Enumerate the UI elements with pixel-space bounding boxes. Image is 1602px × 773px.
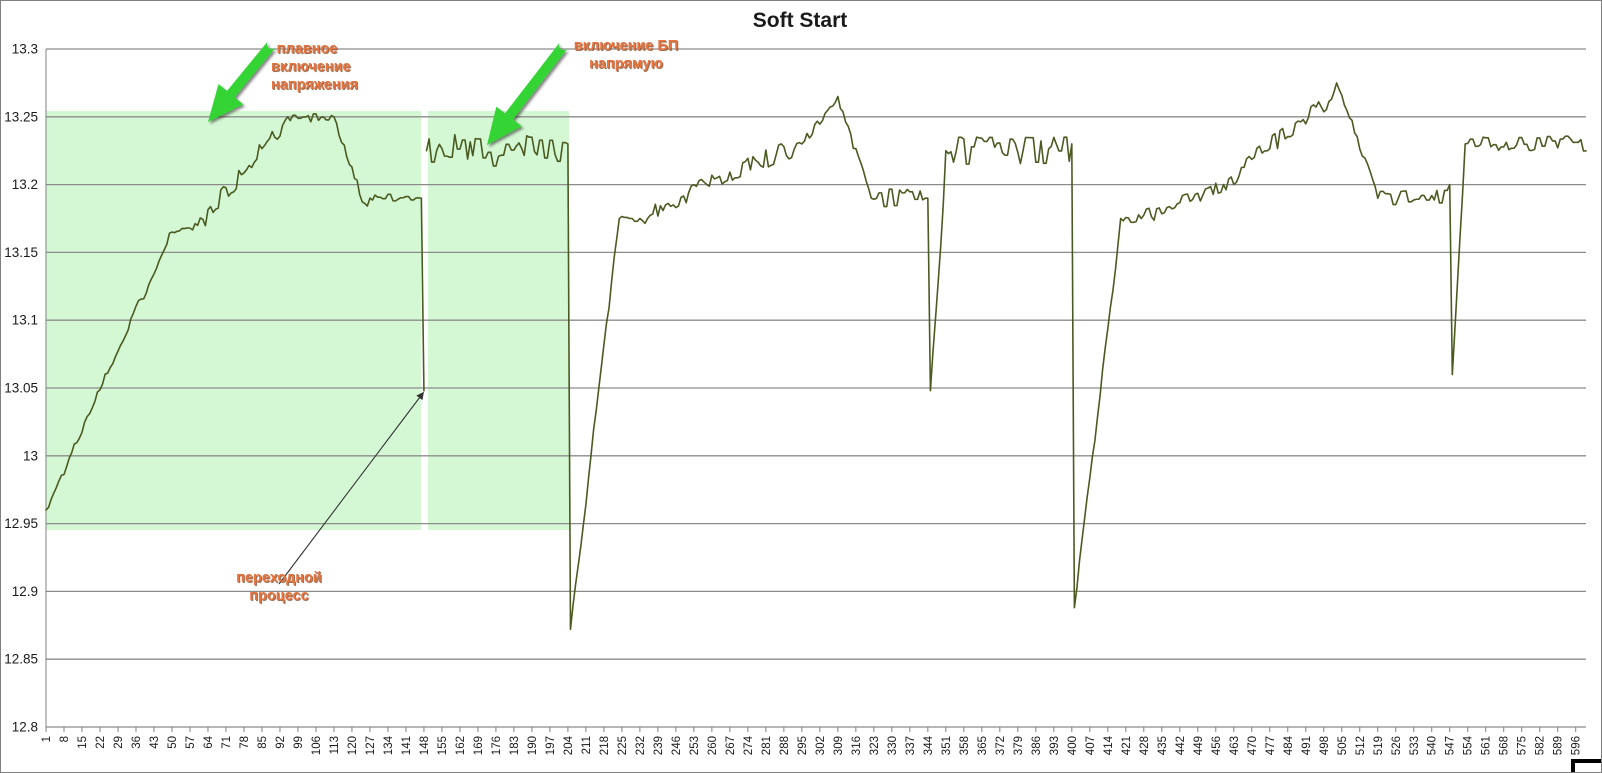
svg-text:596: 596 — [1571, 736, 1583, 755]
svg-text:176: 176 — [491, 736, 503, 755]
svg-text:442: 442 — [1175, 736, 1187, 755]
svg-text:239: 239 — [653, 736, 665, 755]
svg-text:302: 302 — [815, 736, 827, 755]
svg-text:71: 71 — [221, 736, 233, 749]
svg-text:295: 295 — [797, 736, 809, 755]
svg-text:309: 309 — [833, 736, 845, 755]
svg-text:113: 113 — [329, 736, 341, 754]
svg-text:365: 365 — [977, 736, 989, 755]
svg-text:57: 57 — [185, 736, 197, 749]
svg-text:15: 15 — [77, 736, 89, 749]
svg-text:64: 64 — [203, 735, 215, 748]
svg-text:533: 533 — [1409, 736, 1421, 755]
svg-text:379: 379 — [1013, 736, 1025, 755]
svg-text:260: 260 — [707, 736, 719, 755]
svg-text:463: 463 — [1229, 736, 1241, 755]
svg-text:13.3: 13.3 — [12, 42, 38, 57]
svg-text:477: 477 — [1265, 736, 1277, 755]
svg-text:13.1: 13.1 — [12, 313, 38, 328]
svg-text:204: 204 — [563, 735, 575, 755]
svg-text:141: 141 — [401, 736, 413, 755]
svg-text:575: 575 — [1517, 736, 1529, 755]
svg-text:12.9: 12.9 — [12, 584, 38, 599]
svg-text:505: 505 — [1337, 736, 1349, 755]
svg-text:1: 1 — [41, 736, 53, 742]
svg-text:134: 134 — [383, 735, 395, 755]
svg-text:78: 78 — [239, 736, 251, 749]
svg-text:407: 407 — [1085, 736, 1097, 755]
svg-text:568: 568 — [1499, 736, 1511, 755]
svg-text:92: 92 — [275, 736, 287, 749]
svg-text:512: 512 — [1355, 736, 1367, 755]
svg-text:400: 400 — [1067, 736, 1079, 755]
svg-text:267: 267 — [725, 736, 737, 755]
svg-text:43: 43 — [149, 736, 161, 749]
svg-text:351: 351 — [941, 736, 953, 755]
svg-text:582: 582 — [1535, 736, 1547, 755]
svg-text:148: 148 — [419, 736, 431, 755]
svg-text:316: 316 — [851, 736, 863, 755]
svg-text:344: 344 — [923, 735, 935, 755]
svg-text:218: 218 — [599, 736, 611, 755]
svg-text:547: 547 — [1445, 736, 1457, 755]
svg-text:99: 99 — [293, 736, 305, 749]
svg-text:253: 253 — [689, 736, 701, 755]
svg-text:281: 281 — [761, 736, 773, 755]
svg-text:13.15: 13.15 — [4, 245, 38, 260]
svg-text:372: 372 — [995, 736, 1007, 755]
svg-text:13.25: 13.25 — [4, 109, 38, 124]
svg-text:106: 106 — [311, 736, 323, 755]
svg-text:519: 519 — [1373, 736, 1385, 755]
svg-text:225: 225 — [617, 736, 629, 755]
svg-text:561: 561 — [1481, 736, 1493, 755]
svg-text:13: 13 — [23, 448, 38, 463]
svg-text:13.2: 13.2 — [12, 177, 38, 192]
svg-text:127: 127 — [365, 736, 377, 755]
svg-text:498: 498 — [1319, 736, 1331, 755]
svg-text:449: 449 — [1193, 736, 1205, 755]
svg-text:435: 435 — [1157, 736, 1169, 755]
svg-text:491: 491 — [1301, 736, 1313, 755]
svg-text:330: 330 — [887, 736, 899, 755]
svg-text:470: 470 — [1247, 736, 1259, 755]
svg-text:589: 589 — [1553, 736, 1565, 755]
svg-text:414: 414 — [1103, 735, 1115, 755]
svg-text:232: 232 — [635, 736, 647, 755]
svg-text:386: 386 — [1031, 736, 1043, 755]
svg-text:162: 162 — [455, 736, 467, 755]
svg-text:50: 50 — [167, 736, 179, 749]
svg-text:421: 421 — [1121, 736, 1133, 755]
svg-text:274: 274 — [743, 735, 755, 755]
svg-text:337: 337 — [905, 736, 917, 755]
svg-text:540: 540 — [1427, 736, 1439, 755]
svg-text:120: 120 — [347, 736, 359, 755]
svg-text:246: 246 — [671, 736, 683, 755]
svg-text:190: 190 — [527, 736, 539, 755]
svg-text:428: 428 — [1139, 736, 1151, 755]
svg-text:169: 169 — [473, 736, 485, 755]
svg-text:183: 183 — [509, 736, 521, 755]
svg-text:12.85: 12.85 — [4, 652, 38, 667]
svg-text:29: 29 — [113, 736, 125, 749]
svg-text:554: 554 — [1463, 735, 1475, 755]
svg-text:288: 288 — [779, 736, 791, 755]
svg-text:85: 85 — [257, 736, 269, 749]
svg-text:393: 393 — [1049, 736, 1061, 755]
svg-text:323: 323 — [869, 736, 881, 755]
svg-text:484: 484 — [1283, 735, 1295, 755]
svg-text:22: 22 — [95, 736, 107, 749]
svg-text:13.05: 13.05 — [4, 381, 38, 396]
svg-text:358: 358 — [959, 736, 971, 755]
svg-text:12.8: 12.8 — [12, 720, 38, 735]
svg-text:456: 456 — [1211, 736, 1223, 755]
svg-text:211: 211 — [581, 736, 593, 754]
svg-text:526: 526 — [1391, 736, 1403, 755]
svg-text:155: 155 — [437, 736, 449, 755]
svg-text:197: 197 — [545, 736, 557, 755]
svg-text:36: 36 — [131, 736, 143, 749]
svg-text:12.95: 12.95 — [4, 516, 38, 531]
svg-text:8: 8 — [59, 736, 71, 742]
